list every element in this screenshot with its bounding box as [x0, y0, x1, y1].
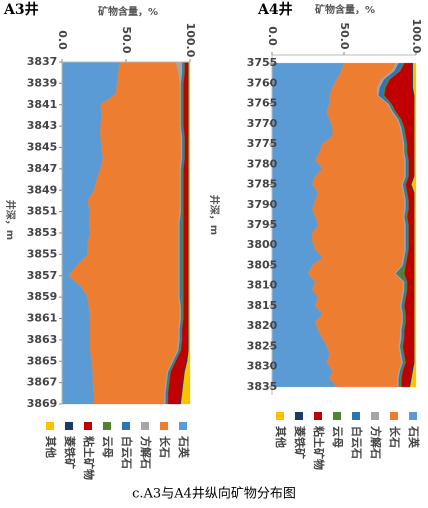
y-tick-label: 3785 — [247, 178, 278, 191]
y-tick-label: 3810 — [247, 279, 278, 292]
y-tick-label: 3770 — [247, 117, 278, 130]
legend-label: 长石 — [388, 426, 402, 448]
legend-swatch — [122, 422, 130, 430]
legend-label: 长石 — [158, 436, 172, 458]
y-tick-label: 3845 — [27, 141, 58, 154]
legend-label: 方解石 — [139, 436, 153, 469]
y-tick-label: 3839 — [27, 76, 58, 89]
x-tick-label: 50.0 — [338, 22, 351, 49]
legend-swatch — [276, 412, 284, 420]
area-series — [410, 62, 417, 388]
legend-swatch — [65, 422, 73, 430]
legend-swatch — [333, 412, 341, 420]
legend-swatch — [390, 412, 398, 420]
chart-title: A4井 — [257, 1, 293, 18]
y-tick-label: 3869 — [27, 397, 58, 410]
y-tick-label: 3815 — [247, 299, 278, 312]
legend-label: 方解石 — [369, 426, 383, 459]
y-tick-label: 3859 — [27, 290, 58, 303]
legend-label: 其他 — [44, 436, 58, 458]
legend-swatch — [409, 412, 417, 420]
y-tick-label: 3861 — [27, 312, 58, 325]
legend-label: 白云石 — [350, 426, 364, 459]
chart-title: A3井 — [3, 1, 39, 18]
y-tick-label: 3853 — [27, 226, 58, 239]
y-tick-label: 3760 — [247, 76, 278, 89]
y-tick-label: 3837 — [27, 55, 58, 68]
x-axis-title: 矿物含量，% — [315, 3, 375, 16]
y-tick-label: 3790 — [247, 198, 278, 211]
legend-label: 粘土矿物 — [82, 436, 96, 480]
y-tick-label: 3765 — [247, 97, 278, 110]
legend-swatch — [103, 422, 111, 430]
legend-swatch — [179, 422, 187, 430]
legend-swatch — [295, 412, 303, 420]
y-tick-label: 3841 — [27, 98, 58, 111]
y-tick-label: 3843 — [27, 119, 58, 132]
legend-label: 其他 — [274, 426, 288, 448]
legend-label: 粘土矿物 — [312, 426, 326, 470]
legend-swatch — [160, 422, 168, 430]
y-axis-title: 井深，m — [208, 195, 221, 235]
y-tick-label: 3830 — [247, 360, 278, 373]
y-tick-label: 3755 — [247, 56, 278, 69]
legend-swatch — [46, 422, 54, 430]
y-tick-label: 3775 — [247, 137, 278, 150]
area-series — [180, 61, 191, 405]
legend-swatch — [371, 412, 379, 420]
x-tick-label: 100.0 — [410, 19, 423, 54]
y-tick-label: 3780 — [247, 157, 278, 170]
x-tick-label: 0.0 — [266, 26, 279, 46]
legend-label: 云母 — [101, 436, 114, 458]
caption: c.A3与A4井纵向矿物分布图 — [132, 486, 296, 502]
y-tick-label: 3805 — [247, 258, 278, 271]
legend-label: 石英 — [407, 425, 421, 449]
y-tick-label: 3863 — [27, 333, 58, 346]
y-tick-label: 3835 — [247, 380, 278, 393]
legend-label: 菱铁矿 — [293, 426, 307, 459]
legend-label: 白云石 — [120, 436, 134, 469]
y-tick-label: 3849 — [27, 183, 58, 196]
legend-label: 菱铁矿 — [63, 436, 77, 469]
x-tick-label: 0.0 — [56, 30, 69, 50]
legend-label: 石英 — [177, 435, 191, 459]
x-tick-label: 100.0 — [184, 23, 197, 58]
x-tick-label: 50.0 — [120, 26, 133, 53]
y-tick-label: 3867 — [27, 376, 58, 389]
y-tick-label: 3847 — [27, 162, 58, 175]
y-tick-label: 3855 — [27, 247, 58, 260]
y-tick-label: 3825 — [247, 339, 278, 352]
y-axis-title: 井深，m — [4, 200, 17, 240]
y-tick-label: 3820 — [247, 319, 278, 332]
y-tick-label: 3857 — [27, 269, 58, 282]
y-tick-label: 3800 — [247, 238, 278, 251]
y-tick-label: 3795 — [247, 218, 278, 231]
legend-swatch — [352, 412, 360, 420]
y-tick-label: 3851 — [27, 205, 58, 218]
legend-swatch — [84, 422, 92, 430]
legend-swatch — [314, 412, 322, 420]
y-tick-label: 3865 — [27, 354, 58, 367]
x-axis-title: 矿物含量，% — [98, 5, 158, 18]
legend-swatch — [141, 422, 149, 430]
legend-label: 云母 — [331, 426, 344, 448]
